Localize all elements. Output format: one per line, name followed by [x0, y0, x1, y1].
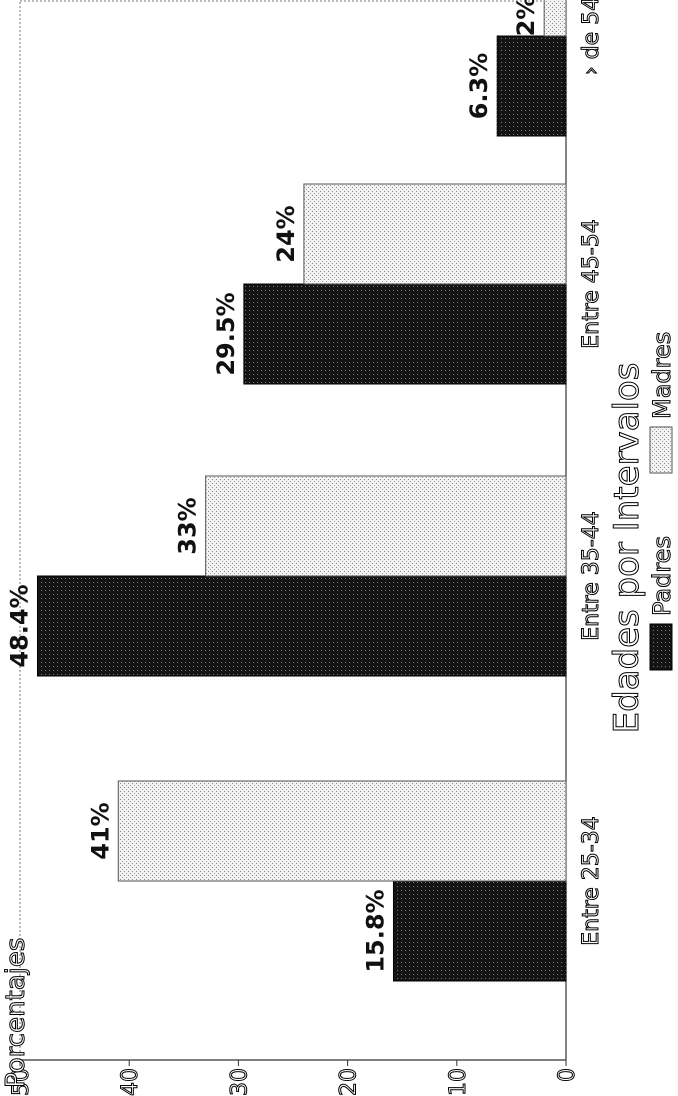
x-category-label: Entre 35-44	[579, 511, 604, 641]
bar-data-label: 6.3%	[465, 53, 493, 120]
bar-data-label: 29.5%	[212, 292, 240, 375]
bar-madres	[543, 0, 567, 37]
legend-label-madres: Madres	[648, 332, 676, 419]
y-tick-label: 50	[9, 1068, 34, 1096]
bar-data-label: 2%	[512, 0, 540, 36]
bar-padres	[392, 880, 567, 982]
x-category-label: Entre 45-54	[579, 219, 604, 349]
bar-data-label: 48.4%	[5, 584, 33, 667]
bar-data-label: 33%	[174, 497, 202, 554]
bar-madres	[117, 780, 567, 882]
y-tick-label: 20	[337, 1068, 362, 1096]
y-tick-label: 10	[446, 1068, 471, 1096]
bar-padres	[496, 35, 567, 137]
legend-swatch-padres	[649, 623, 673, 671]
bar-data-label: 41%	[86, 802, 114, 859]
y-axis-title: Porcentajes	[1, 938, 31, 1088]
x-category-label: › de 54	[579, 0, 604, 75]
bar-data-label: 24%	[272, 205, 300, 262]
x-axis-title: Edades por Intervalos	[607, 363, 647, 734]
bar-madres	[205, 475, 567, 577]
bar-padres	[36, 575, 567, 677]
x-category-label: Entre 25-34	[579, 816, 604, 946]
bar-madres	[303, 183, 567, 285]
y-tick-label: 0	[555, 1068, 580, 1082]
bar-padres	[243, 283, 567, 385]
legend-label-padres: Padres	[648, 536, 676, 616]
bar-data-label: 15.8%	[361, 889, 389, 972]
legend-swatch-madres	[649, 426, 673, 474]
y-tick-label: 30	[227, 1068, 252, 1096]
y-tick-label: 40	[118, 1068, 143, 1096]
